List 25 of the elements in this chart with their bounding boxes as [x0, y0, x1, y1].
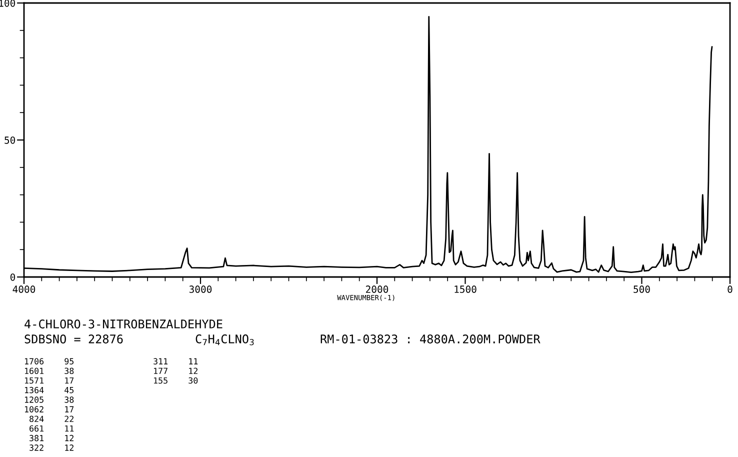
- text: SDBSNO = 22876: [24, 334, 123, 344]
- text: 1205 38: [25, 396, 74, 403]
- text: 155 30: [154, 377, 198, 384]
- text: RM-01-03823 : 4880A.200M.POWDER: [320, 334, 540, 344]
- text: 322 12: [30, 444, 74, 451]
- y-tick-label: 0: [10, 274, 16, 281]
- text: 311 11: [154, 358, 198, 364]
- x-tick-label: 3000: [189, 286, 212, 293]
- text: 1062 17: [25, 406, 74, 412]
- x-tick-label: 4000: [12, 286, 36, 293]
- x-tick-label: 2000: [366, 286, 388, 293]
- text: 177 12: [154, 368, 198, 374]
- text: 1571 17: [25, 377, 74, 384]
- text: C$_{7}$H$_{4}$CLNO$_{3}$: [196, 334, 254, 346]
- text: 824 22: [30, 416, 74, 422]
- text: 1364 45: [25, 386, 74, 394]
- text: 1601 38: [25, 368, 74, 374]
- text: 661 11: [30, 425, 74, 432]
- x-tick-label: 500: [634, 286, 650, 293]
- text: 4-CHLORO-3-NITROBENZALDEHYDE: [24, 320, 222, 328]
- text: 381 12: [30, 434, 74, 442]
- text: 1706 95: [25, 358, 74, 364]
- y-tick-label: 50: [4, 136, 16, 144]
- x-tick-label: 1500: [454, 286, 476, 293]
- x-tick-label: 0: [728, 286, 732, 293]
